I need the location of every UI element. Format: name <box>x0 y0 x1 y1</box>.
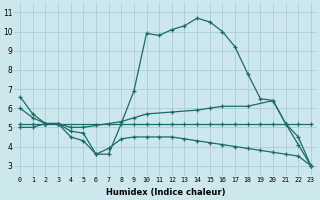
X-axis label: Humidex (Indice chaleur): Humidex (Indice chaleur) <box>106 188 225 197</box>
